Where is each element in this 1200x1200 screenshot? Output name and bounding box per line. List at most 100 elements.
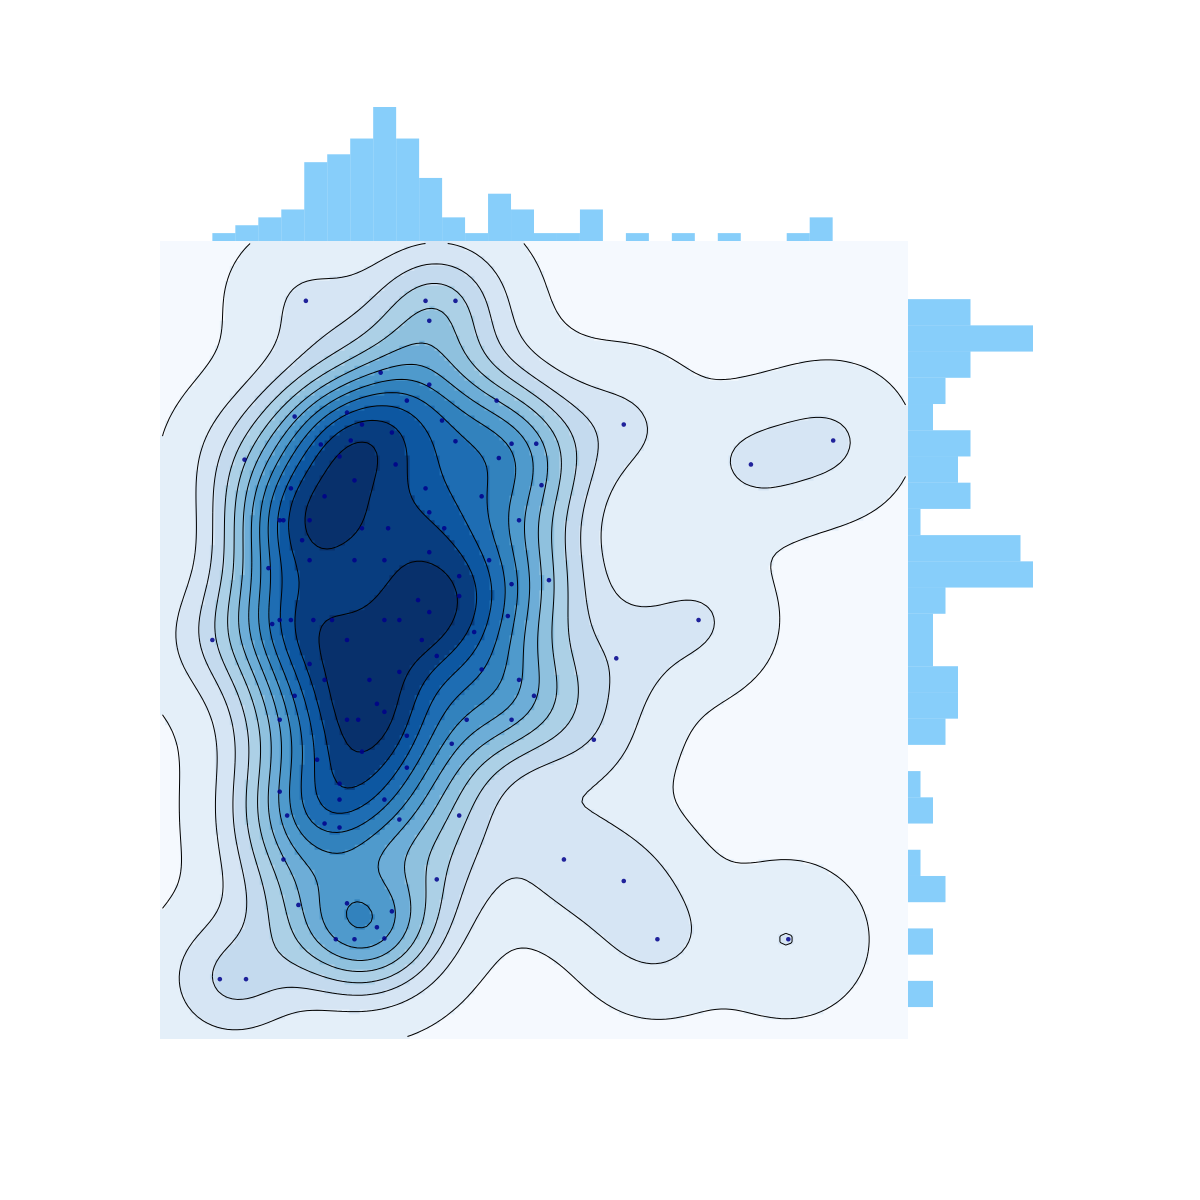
scatter-point xyxy=(344,901,350,906)
scatter-points xyxy=(210,298,836,982)
scatter-point xyxy=(471,629,477,635)
scatter-point xyxy=(389,430,395,435)
scatter-point xyxy=(359,525,365,531)
scatter-point xyxy=(307,661,312,667)
marginal-x-bar xyxy=(625,233,649,241)
marginal-x-bar xyxy=(465,233,489,241)
scatter-point xyxy=(397,817,402,822)
scatter-point xyxy=(281,518,286,523)
scatter-point xyxy=(288,486,294,491)
scatter-point xyxy=(337,454,342,459)
scatter-point xyxy=(359,422,365,427)
scatter-point xyxy=(531,693,537,699)
scatter-point xyxy=(539,482,544,488)
scatter-point xyxy=(314,757,320,762)
kde-contour-line xyxy=(248,363,534,949)
scatter-point xyxy=(505,613,511,619)
kde-level-band xyxy=(304,440,460,751)
scatter-point xyxy=(397,669,402,675)
scatter-point xyxy=(486,557,492,563)
scatter-point xyxy=(516,677,522,683)
scatter-point xyxy=(441,525,447,531)
marginal-x-bar xyxy=(556,233,580,241)
scatter-point xyxy=(533,441,539,446)
scatter-point xyxy=(243,976,249,982)
kde-contour-line xyxy=(162,243,906,1037)
scatter-point xyxy=(374,924,380,930)
scatter-point xyxy=(404,398,410,403)
scatter-point xyxy=(355,717,361,723)
kde-contour-line xyxy=(214,282,579,984)
scatter-point xyxy=(344,717,350,723)
marginal-y-bar xyxy=(908,299,971,326)
marginal-x-bar xyxy=(419,177,443,241)
marginal-x-bar xyxy=(442,217,466,241)
kde-contour-line xyxy=(258,378,519,929)
scatter-point xyxy=(439,418,445,423)
scatter-point xyxy=(449,741,455,747)
kde-contour-line xyxy=(175,242,851,1031)
scatter-point xyxy=(456,573,462,579)
scatter-point xyxy=(266,565,271,571)
marginal-x-bar xyxy=(809,217,833,241)
scatter-point xyxy=(348,438,354,443)
scatter-point xyxy=(516,518,522,523)
scatter-point xyxy=(426,510,432,515)
scatter-point xyxy=(786,936,791,942)
scatter-point xyxy=(322,821,327,826)
marginal-x-bar xyxy=(373,107,397,241)
marginal-x-bar xyxy=(281,209,305,241)
scatter-point xyxy=(210,637,215,643)
scatter-point xyxy=(382,709,387,715)
scatter-point xyxy=(333,936,339,942)
scatter-point xyxy=(284,813,290,818)
marginal-y-bar xyxy=(908,482,971,509)
marginal-x-bar xyxy=(488,193,512,241)
scatter-point xyxy=(352,936,357,942)
marginal-x-bar xyxy=(350,138,374,241)
kde-density-contours xyxy=(160,241,908,1039)
scatter-point xyxy=(426,609,432,615)
kde-contour-line xyxy=(304,441,458,753)
marginal-y-bar xyxy=(908,771,921,798)
scatter-point xyxy=(655,936,660,942)
marginal-x-bar xyxy=(212,233,236,241)
scatter-point xyxy=(613,656,619,661)
scatter-point xyxy=(269,621,275,627)
scatter-point xyxy=(385,525,391,531)
marginal-x-histogram xyxy=(212,107,833,241)
scatter-point xyxy=(292,693,297,699)
scatter-point xyxy=(509,581,514,587)
scatter-point xyxy=(337,797,342,802)
scatter-point xyxy=(307,557,312,563)
marginal-y-bar xyxy=(908,535,1021,562)
scatter-point xyxy=(748,462,754,467)
marginal-y-bar xyxy=(908,404,933,431)
marginal-x-bar xyxy=(786,233,810,241)
scatter-point xyxy=(496,455,502,461)
marginal-y-bar xyxy=(908,875,946,903)
marginal-y-bar xyxy=(908,640,933,667)
scatter-point xyxy=(479,494,484,499)
scatter-point xyxy=(434,653,440,659)
marginal-y-bar xyxy=(908,508,921,536)
scatter-point xyxy=(217,976,223,982)
scatter-point xyxy=(344,410,350,415)
marginal-y-bar xyxy=(908,849,921,876)
scatter-point xyxy=(352,557,357,563)
scatter-point xyxy=(464,717,469,723)
scatter-point xyxy=(277,518,282,523)
scatter-point xyxy=(307,518,312,523)
scatter-point xyxy=(344,637,350,643)
marginal-y-bar xyxy=(908,718,946,745)
scatter-point xyxy=(337,825,342,830)
scatter-point xyxy=(359,749,365,755)
scatter-point xyxy=(382,797,387,802)
scatter-point xyxy=(329,617,335,623)
scatter-point xyxy=(311,617,316,623)
scatter-point xyxy=(367,677,372,683)
scatter-point xyxy=(318,442,324,447)
scatter-point xyxy=(456,813,462,818)
scatter-point xyxy=(322,494,327,499)
